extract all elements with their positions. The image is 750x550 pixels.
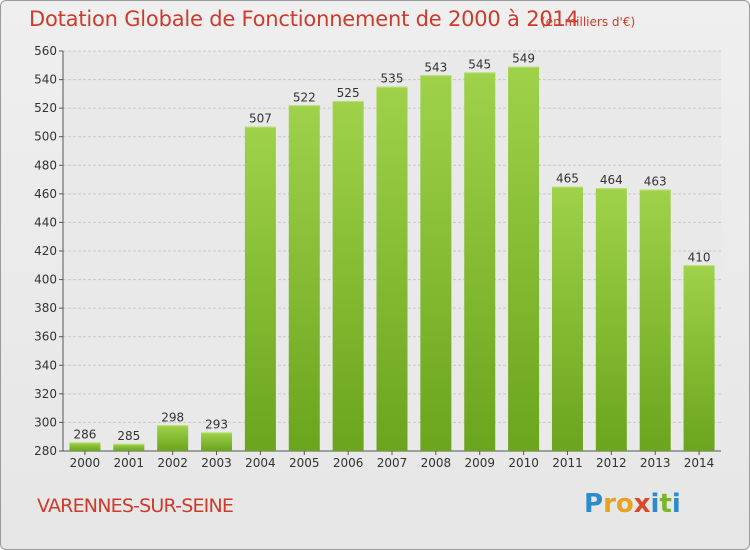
y-tick-label: 300: [34, 415, 57, 429]
y-tick-label: 480: [34, 158, 57, 172]
commune-name: VARENNES-SUR-SEINE: [37, 495, 234, 517]
bar: [508, 66, 540, 451]
y-tick-label: 340: [34, 358, 57, 372]
bar: [639, 189, 671, 452]
y-tick-label: 320: [34, 387, 57, 401]
logo-letter: P: [584, 489, 604, 519]
logo-letter: x: [633, 489, 651, 519]
x-tick-label: 2005: [289, 456, 320, 470]
y-tick-label: 280: [34, 444, 57, 458]
bar-value-label: 545: [468, 57, 491, 71]
bar: [376, 86, 408, 451]
proxiti-logo: Proxiti: [584, 489, 681, 519]
y-tick-label: 380: [34, 301, 57, 315]
bar: [244, 126, 276, 451]
x-tick-label: 2011: [552, 456, 583, 470]
bar-value-label: 525: [337, 86, 360, 100]
x-tick-label: 2010: [508, 456, 539, 470]
y-tick-label: 560: [34, 44, 57, 58]
bar-value-label: 464: [600, 173, 623, 187]
y-tick-label: 540: [34, 73, 57, 87]
y-tick-label: 420: [34, 244, 57, 258]
bar-value-label: 522: [293, 90, 316, 104]
y-tick-label: 360: [34, 330, 57, 344]
y-tick-label: 500: [34, 130, 57, 144]
bar: [464, 72, 496, 451]
logo-letter: i: [650, 489, 660, 519]
chart-subtitle: (en milliers d'€): [541, 15, 636, 29]
chart-title: Dotation Globale de Fonctionnement de 20…: [29, 7, 579, 31]
x-tick-label: 2002: [157, 456, 188, 470]
y-tick-label: 440: [34, 215, 57, 229]
x-tick-label: 2000: [70, 456, 101, 470]
bar-value-label: 507: [249, 112, 272, 126]
x-tick-label: 2003: [201, 456, 232, 470]
bar: [595, 188, 627, 451]
y-tick-label: 520: [34, 101, 57, 115]
bar: [332, 101, 364, 451]
bar: [113, 443, 145, 451]
bar: [683, 265, 715, 451]
bar-value-label: 293: [205, 417, 228, 431]
bar-value-label: 535: [381, 72, 404, 86]
y-tick-label: 460: [34, 187, 57, 201]
bar: [420, 75, 452, 452]
x-tick-label: 2012: [596, 456, 627, 470]
x-tick-label: 2009: [464, 456, 495, 470]
bar-value-label: 298: [161, 410, 184, 424]
bar-value-label: 549: [512, 52, 535, 66]
bar: [551, 186, 583, 451]
bar: [69, 442, 101, 451]
x-tick-label: 2004: [245, 456, 276, 470]
bar: [201, 432, 233, 451]
x-tick-label: 2001: [114, 456, 145, 470]
bar: [157, 425, 189, 451]
x-tick-label: 2008: [421, 456, 452, 470]
x-tick-label: 2013: [640, 456, 671, 470]
x-tick-label: 2006: [333, 456, 364, 470]
bar-value-label: 543: [424, 60, 447, 74]
x-tick-label: 2007: [377, 456, 408, 470]
bar-value-label: 410: [688, 250, 711, 264]
y-tick-label: 400: [34, 273, 57, 287]
bar: [288, 105, 320, 452]
logo-letter: r: [603, 489, 616, 519]
logo-letter: o: [615, 489, 634, 519]
logo-letter: i: [671, 489, 681, 519]
x-tick-label: 2014: [684, 456, 715, 470]
bar-value-label: 465: [556, 172, 579, 186]
logo-letter: t: [659, 489, 672, 519]
bar-value-label: 285: [117, 429, 140, 443]
bar-value-label: 463: [644, 175, 667, 189]
bar-value-label: 286: [73, 427, 96, 441]
